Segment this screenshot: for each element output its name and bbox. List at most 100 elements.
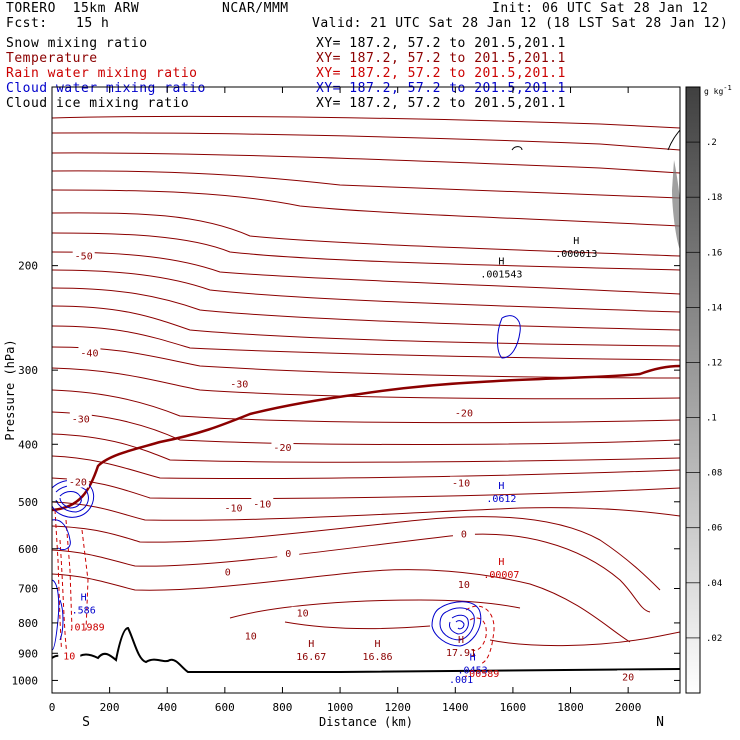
x-tick-label: 600 [215, 701, 235, 714]
contour-label-bg [58, 649, 81, 662]
x-tick-label: 1000 [327, 701, 354, 714]
contour-label: -20 [69, 478, 87, 489]
north-label: N [656, 715, 664, 730]
field-cloud-ice-xy: XY= 187.2, 57.2 to 201.5,201.1 [316, 96, 566, 111]
y-tick-label: 600 [18, 543, 38, 556]
colorbar-tick-label: .12 [706, 358, 722, 368]
y-tick-label: 500 [18, 496, 38, 509]
model-title: TORERO 15km ARW [6, 1, 140, 16]
contour-label: -10 [253, 499, 271, 510]
field-snow: Snow mixing ratio [6, 36, 148, 51]
y-tick-label: 400 [18, 438, 38, 451]
y-tick-label: 800 [18, 617, 38, 630]
field-cloud-ice: Cloud ice mixing ratio [6, 96, 190, 111]
contour-label-bg [291, 606, 314, 619]
colorbar-tick-label: .2 [706, 138, 717, 148]
extremum-value: 17.91 [446, 648, 476, 659]
x-tick-label: 400 [157, 701, 177, 714]
colorbar-tick-label: .02 [706, 634, 722, 644]
extremum-marker: H [498, 481, 504, 492]
extremum-marker: H [458, 635, 464, 646]
colorbar-tick-label: .14 [706, 303, 722, 313]
x-tick-label: 800 [273, 701, 293, 714]
contour-label-bg [617, 670, 640, 683]
colorbar-tick-label: .18 [706, 193, 722, 203]
field-snow-xy: XY= 187.2, 57.2 to 201.5,201.1 [316, 36, 566, 51]
init-time: Init: 06 UTC Sat 28 Jan 12 [492, 1, 709, 16]
contour-label-bg [452, 527, 475, 540]
field-temperature-xy: XY= 187.2, 57.2 to 201.5,201.1 [316, 51, 566, 66]
contour-label-bg [69, 412, 92, 425]
valid-time: Valid: 21 UTC Sat 28 Jan 12 (18 LST Sat … [312, 16, 729, 31]
extremum-value: .001543 [480, 270, 522, 281]
contour-label-bg [78, 346, 101, 359]
extremum-value: 16.86 [362, 652, 392, 663]
field-rain: Rain water mixing ratio [6, 66, 198, 81]
extremum-value: .001 [449, 675, 473, 686]
x-tick-label: 1400 [442, 701, 469, 714]
field-cloud-water: Cloud water mixing ratio [6, 81, 206, 96]
x-tick-label: 0 [49, 701, 56, 714]
extremum-marker: H [81, 592, 87, 603]
contour-label: -20 [455, 409, 473, 420]
extremum-value: .00007 [483, 570, 519, 581]
contour-label-bg [450, 476, 473, 489]
temperature-contours [52, 115, 680, 647]
colorbar-tick-label: .16 [706, 248, 722, 258]
contour-label-bg [277, 546, 300, 559]
colorbar-tick-label: .1 [706, 414, 717, 424]
extrema-labels: H .001543 H .000013 H .0612 H .00007 H 16.67 H 16.8… [69, 236, 598, 686]
extremum-value: .0612 [486, 494, 516, 505]
y-axis-label: Pressure (hPa) [3, 339, 17, 440]
field-rain-xy: XY= 187.2, 57.2 to 201.5,201.1 [316, 66, 566, 81]
contour-label-bg [66, 475, 89, 488]
y-tick-label: 700 [18, 583, 38, 596]
x-axis-ticks: 0 200 400 600 800 1000 1200 1400 1600 1800 2000 [49, 87, 642, 714]
colorbar-unit: g kg-1 [704, 84, 732, 96]
contour-label: 0 [461, 530, 467, 541]
extremum-marker: H [375, 639, 381, 650]
contour-label-bg [251, 497, 274, 510]
y-tick-label: 1000 [12, 674, 39, 687]
contour-labels: -50 -40 -30 -30 -20 -20 -20 -10 -10 -10 0 0 0 10 10 10 2… [58, 249, 640, 683]
south-label: S [82, 715, 90, 730]
contour-label-bg [228, 377, 251, 390]
contour-label: -40 [80, 348, 98, 359]
colorbar-tick-label: .08 [706, 469, 722, 479]
contour-label: 10 [297, 609, 309, 620]
y-tick-label: 900 [18, 647, 38, 660]
plot-frame [51, 86, 681, 694]
x-tick-label: 2000 [615, 701, 642, 714]
contour-label: 10 [63, 652, 75, 663]
contour-label: 10 [245, 632, 257, 643]
contour-label: 0 [285, 549, 291, 560]
contour-label-bg [452, 406, 475, 419]
extremum-value: .00589 [463, 669, 499, 680]
extremum-value: .01989 [69, 623, 105, 634]
extremum-marker: H [498, 257, 504, 268]
contour-label: -50 [75, 251, 93, 262]
field-cloud-water-xy: XY= 187.2, 57.2 to 201.5,201.1 [316, 81, 566, 96]
contour-label: -10 [452, 479, 470, 490]
colorbar-tick-label: .04 [706, 579, 722, 589]
contour-label: -20 [273, 443, 291, 454]
colorbar-ticks: .02 .04 .06 .08 .1 .12 .14 .16 .18 .2 [686, 138, 722, 644]
contour-label: -10 [224, 503, 242, 514]
colorbar: g kg-1 .02 .04 .06 .08 .1 .12 .14 .16 .18 .2 [685, 84, 732, 694]
forecast-label: Fcst: [6, 16, 48, 31]
center-label: NCAR/MMM [222, 1, 289, 16]
extremum-marker: H [498, 557, 504, 568]
terrain-line [52, 626, 680, 673]
extremum-value: 16.67 [296, 652, 326, 663]
extremum-marker: H [573, 236, 579, 247]
snow-contours [511, 129, 680, 151]
y-tick-label: 200 [18, 260, 38, 273]
contour-label: -30 [230, 379, 248, 390]
snow-shading [672, 160, 680, 250]
contour-label-bg [271, 441, 294, 454]
field-temperature: Temperature [6, 51, 98, 66]
colorbar-fill [685, 86, 701, 694]
extremum-value: .000013 [555, 249, 597, 260]
